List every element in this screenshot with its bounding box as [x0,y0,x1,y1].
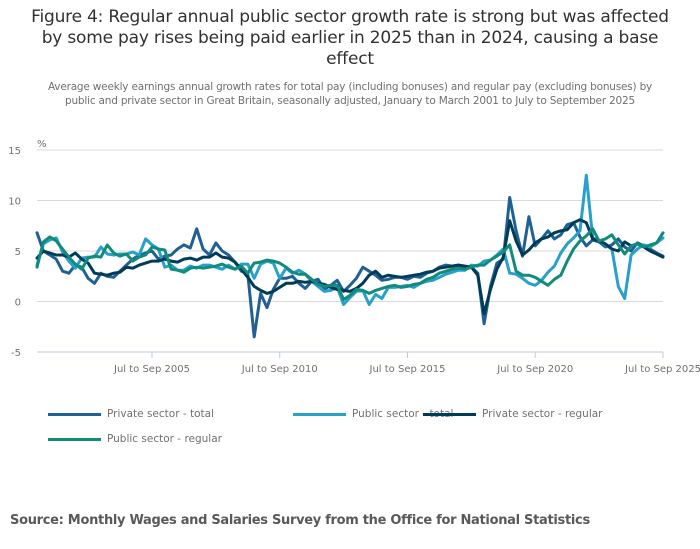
y-tick-label: 0 [15,298,21,309]
series-line-private-sector-total [35,196,665,339]
legend-label: Public sector - total [352,408,454,420]
gridlines [37,149,663,302]
legend-item[interactable]: Public sector - total [293,408,453,420]
legend-swatch [48,412,101,416]
source-note: Source: Monthly Wages and Salaries Surve… [10,513,590,528]
x-tick-label: Jul to Sep 2025 [624,364,700,375]
legend-swatch [423,412,476,416]
legend-swatch [48,437,101,441]
y-axis-unit-label: % [37,139,47,150]
x-tick-label: Jul to Sep 2020 [496,364,573,375]
legend-label: Public sector - regular [107,433,222,445]
legend-item[interactable]: Private sector - regular [423,408,603,420]
series-lines [35,173,665,339]
legend-label: Private sector - total [107,408,214,420]
y-tick-label: 10 [8,197,21,208]
x-tick-label: Jul to Sep 2005 [113,364,190,375]
x-tick-label: Jul to Sep 2010 [241,364,318,375]
series-line-private-sector-regular [35,218,665,316]
x-tick-label: Jul to Sep 2015 [369,364,446,375]
legend-swatch [293,412,346,416]
legend-item[interactable]: Public sector - regular [48,433,222,445]
y-tick-label: -5 [11,348,21,359]
legend-label: Private sector - regular [482,408,603,420]
chart-subtitle: Average weekly earnings annual growth ra… [47,81,653,107]
legend-item[interactable]: Private sector - total [48,408,214,420]
x-axis: Jul to Sep 2005 Jul to Sep 2010 Jul to Sep… [37,351,700,375]
chart-title: Figure 4: Regular annual public sector g… [31,7,669,69]
y-tick-label: 15 [8,146,21,157]
series-line-public-sector-total [35,173,665,306]
y-tick-label: 5 [15,247,21,258]
y-axis: 15 10 5 0 -5 [8,146,21,359]
series-line-public-sector-regular [35,227,665,301]
